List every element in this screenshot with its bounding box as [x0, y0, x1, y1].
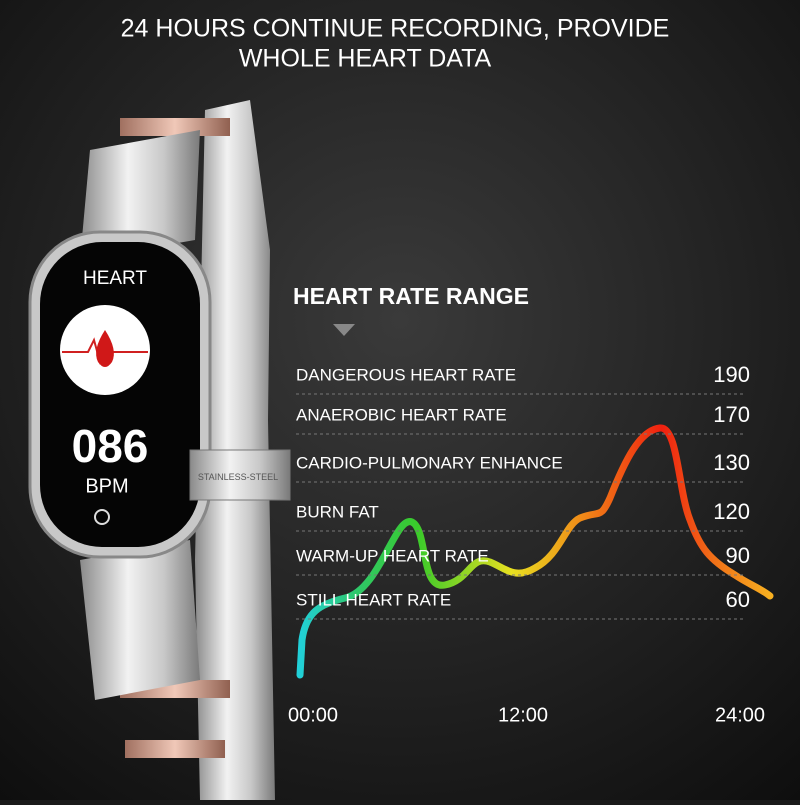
zone-label: CARDIO-PULMONARY ENHANCE [296, 453, 563, 472]
time-label: 12:00 [498, 704, 548, 726]
time-label: 00:00 [288, 704, 338, 726]
zone-value: 90 [726, 543, 750, 568]
heart-rate-chart: HEART RATE RANGE DANGEROUS HEART RATE 190… [288, 283, 776, 726]
chart-title: HEART RATE RANGE [293, 283, 529, 309]
zone-label: STILL HEART RATE [296, 590, 451, 609]
zone-label: WARM-UP HEART RATE [296, 546, 489, 565]
zone-label: ANAEROBIC HEART RATE [296, 405, 507, 424]
zone-label: DANGEROUS HEART RATE [296, 365, 516, 384]
title-line: 24 HOURS CONTINUE RECORDING, PROVIDE [121, 15, 670, 43]
zone-value: 60 [726, 587, 750, 612]
heart-curve [296, 424, 774, 679]
watch: STAINLESS-STEEL HEART 086 BPM [28, 100, 291, 800]
bpm-reading: 086 [72, 420, 149, 472]
engraving: STAINLESS-STEEL [198, 472, 278, 482]
time-label: 24:00 [715, 704, 765, 726]
zone-label: BURN FAT [296, 502, 379, 521]
zone-value: 190 [713, 362, 750, 387]
screen-label: HEART [83, 268, 147, 289]
zone-value: 170 [713, 402, 750, 427]
arrow [333, 324, 355, 336]
zone-value: 120 [713, 499, 750, 524]
bpm-unit: BPM [85, 475, 128, 497]
title-line: WHOLE HEART DATA [239, 45, 492, 73]
band-links [120, 118, 230, 758]
zone-value: 130 [713, 450, 750, 475]
